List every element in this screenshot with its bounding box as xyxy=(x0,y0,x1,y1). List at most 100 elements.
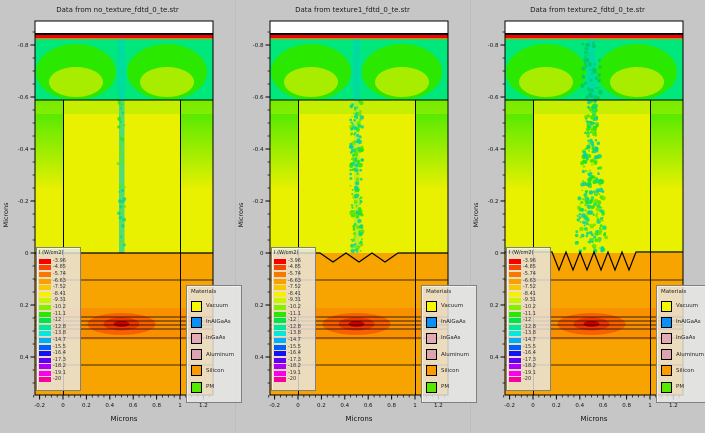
material-entry: Vacuum xyxy=(191,298,241,314)
colorbar-entry-swatch xyxy=(274,298,286,304)
material-entry: InGaAs xyxy=(426,330,476,346)
contour-layers xyxy=(270,21,448,395)
material-entry-swatch xyxy=(191,365,202,377)
colorbar-entry-swatch xyxy=(509,331,521,337)
colorbar-entry-swatch xyxy=(274,271,286,277)
material-entry-label: PM xyxy=(206,384,215,391)
material-entry-swatch xyxy=(661,349,672,361)
colorbar-entry-swatch xyxy=(274,258,286,264)
material-entry: Vacuum xyxy=(426,298,476,314)
colorbar-entry-label: -20 xyxy=(523,376,532,383)
material-entry: InAlGaAs xyxy=(426,314,476,330)
colorbar-entry-swatch xyxy=(274,351,286,357)
x-tick-label: 0.8 xyxy=(152,403,161,409)
plot-border xyxy=(504,20,684,396)
colorbar-entry-label: -14.7 xyxy=(288,336,301,343)
colorbar-entry-label: -14.7 xyxy=(523,336,536,343)
y-tick-label: -0.4 xyxy=(18,147,29,153)
colorbar-entry-swatch xyxy=(509,298,521,304)
colorbar-entry: -17.3 xyxy=(274,357,315,364)
scatter-column xyxy=(574,41,609,254)
colorbar-entry-label: -16.4 xyxy=(523,350,536,357)
material-entry-label: InGaAs xyxy=(206,335,226,342)
plot-title-3: Data from texture2_fdtd_0_te.str xyxy=(530,6,645,14)
colorbar-entry-label: -12.8 xyxy=(288,323,301,330)
colorbar-entry-label: -19.1 xyxy=(288,369,301,376)
colorbar-entry-label: -4.85 xyxy=(523,264,536,271)
material-entry: Vacuum xyxy=(661,298,705,314)
x-axis-label: Microns xyxy=(346,415,373,423)
colorbar-entry: -4.85 xyxy=(39,265,80,272)
colorbar-entry-swatch xyxy=(274,324,286,330)
colorbar-entry-label: -16.4 xyxy=(288,350,301,357)
material-entry-label: Vacuum xyxy=(206,303,229,310)
colorbar-entry-label: -20 xyxy=(288,376,297,383)
colorbar-entry-swatch xyxy=(509,344,521,350)
colorbar-entry: -8.41 xyxy=(39,291,80,298)
material-entry-swatch xyxy=(426,316,437,328)
colorbar-entry-swatch xyxy=(274,318,286,324)
colorbar-entry: -12 xyxy=(39,317,80,324)
colorbar-entry-label: -9.31 xyxy=(523,297,536,304)
y-tick-label: -0.8 xyxy=(18,43,29,49)
colorbar-entry-label: -6.63 xyxy=(53,277,66,284)
x-tick-label: 1 xyxy=(413,403,417,409)
y-axis-label: Microns xyxy=(472,202,480,228)
material-entry: PM xyxy=(661,379,705,395)
colorbar-entry-swatch xyxy=(509,324,521,330)
colorbar-entry-label: -13.8 xyxy=(53,330,66,337)
colorbar-entry: -16.4 xyxy=(39,350,80,357)
material-entry-swatch xyxy=(191,300,202,312)
x-tick-label: 0.4 xyxy=(575,403,584,409)
colorbar-entry-swatch xyxy=(509,311,521,317)
colorbar-entry-label: -19.1 xyxy=(523,369,536,376)
material-entry-label: Silicon xyxy=(441,367,459,374)
material-entry: Silicon xyxy=(191,363,241,379)
x-tick-label: 0.8 xyxy=(387,403,396,409)
material-entry-label: InGaAs xyxy=(441,335,461,342)
colorbar-entry-label: -3.96 xyxy=(53,257,66,264)
colorbar-entry: -12.8 xyxy=(274,324,315,331)
x-tick-label: 0.6 xyxy=(364,403,373,409)
colorbar-title: I (W/cm2) xyxy=(274,250,299,256)
y-tick-label: -0.2 xyxy=(253,199,264,205)
colorbar-entry-swatch xyxy=(509,258,521,264)
y-tick-label: 0 xyxy=(495,251,499,257)
colorbar-entry-label: -9.31 xyxy=(53,297,66,304)
material-entry: PM xyxy=(191,379,241,395)
colorbar-entry-label: -10.2 xyxy=(288,303,301,310)
contour-plot-2[interactable]: -0.2 0 0.2 0.4 0.6 0.8 1 1.2 -0.8 -0.6 -0.4 -0.2 0 0.… xyxy=(235,0,470,433)
y-tick-label: -0.2 xyxy=(18,199,29,205)
plot-border xyxy=(269,20,449,396)
colorbar-entry: -11.1 xyxy=(509,311,550,318)
colorbar-entry-label: -4.85 xyxy=(53,264,66,271)
colorbar-entry-label: -13.8 xyxy=(523,330,536,337)
y-tick-label: -0.2 xyxy=(488,199,499,205)
y-tick-label: 0 xyxy=(25,251,29,257)
x-axis-label: Microns xyxy=(111,415,138,423)
colorbar-entry-swatch xyxy=(509,265,521,271)
colorbar-entry: -6.63 xyxy=(509,278,550,285)
colorbar-entry: -12.8 xyxy=(39,324,80,331)
material-entry-label: Vacuum xyxy=(441,303,464,310)
colorbar-entry: -10.2 xyxy=(274,304,315,311)
colorbar-entry-swatch xyxy=(39,311,51,317)
x-tick-label: 0 xyxy=(61,403,65,409)
colorbar-entry-label: -15.5 xyxy=(523,343,536,350)
colorbar-entry: -8.41 xyxy=(509,291,550,298)
colorbar-entry-label: -10.2 xyxy=(53,303,66,310)
y-axis-label: Microns xyxy=(2,202,10,228)
colorbar-entry-swatch xyxy=(39,318,51,324)
colorbar-entry-label: -16.4 xyxy=(53,350,66,357)
colorbar-entry-swatch xyxy=(274,278,286,284)
x-tick-label: 0.6 xyxy=(599,403,608,409)
colorbar-entry-swatch xyxy=(509,318,521,324)
material-entry-swatch xyxy=(661,365,672,377)
colorbar-entry: -3.96 xyxy=(274,258,315,265)
y-tick-label: -0.6 xyxy=(18,95,29,101)
material-entry-label: PM xyxy=(441,384,450,391)
colorbar-entry: -6.63 xyxy=(39,278,80,285)
material-entry: Aluminum xyxy=(661,347,705,363)
x-tick-label: 0 xyxy=(531,403,535,409)
